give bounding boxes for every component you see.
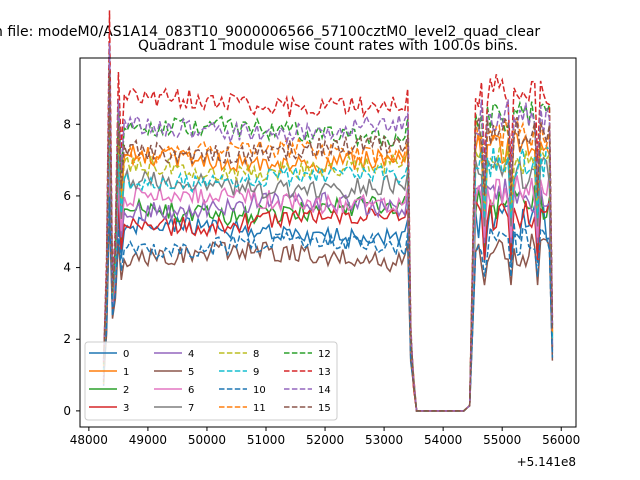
legend-label-5: 5 bbox=[188, 367, 194, 378]
y-tick-label: 8 bbox=[63, 117, 71, 131]
legend-label-13: 13 bbox=[318, 367, 331, 378]
x-tick-label: 51000 bbox=[247, 433, 285, 447]
series-line-5 bbox=[102, 210, 554, 412]
series-line-0 bbox=[102, 177, 554, 412]
series-line-11 bbox=[102, 75, 554, 412]
series-line-6 bbox=[102, 136, 554, 412]
series-line-15 bbox=[102, 70, 554, 412]
figure-suptitle: n file: modeM0/AS1A14_083T10_9000006566_… bbox=[0, 24, 540, 40]
y-tick-label: 2 bbox=[63, 332, 71, 346]
chart-title: Quadrant 1 module wise count rates with … bbox=[138, 38, 518, 54]
x-tick-label: 48000 bbox=[70, 433, 108, 447]
series-line-14 bbox=[102, 42, 554, 412]
x-tick-label: 55000 bbox=[483, 433, 521, 447]
plot-lines bbox=[102, 10, 554, 412]
axes-frame bbox=[79, 57, 577, 428]
series-line-8 bbox=[102, 94, 554, 412]
legend-box bbox=[84, 341, 338, 421]
legend-label-8: 8 bbox=[253, 349, 259, 360]
series-line-13 bbox=[102, 10, 554, 412]
y-tick-label: 6 bbox=[63, 189, 71, 203]
legend-label-4: 4 bbox=[188, 349, 194, 360]
series-line-9 bbox=[102, 108, 554, 412]
legend-label-14: 14 bbox=[318, 385, 331, 396]
x-tick-label: 56000 bbox=[542, 433, 580, 447]
x-axis: 48000 49000 50000 51000 52000 53000 54000 55000… bbox=[70, 427, 580, 447]
legend-label-12: 12 bbox=[318, 349, 331, 360]
x-tick-label: 53000 bbox=[365, 433, 403, 447]
x-offset-label: +5.141e8 bbox=[517, 455, 576, 469]
legend-label-11: 11 bbox=[253, 403, 266, 414]
x-tick-label: 52000 bbox=[306, 433, 344, 447]
legend-label-6: 6 bbox=[188, 385, 194, 396]
legend-label-15: 15 bbox=[318, 403, 331, 414]
y-tick-label: 4 bbox=[63, 261, 71, 275]
x-tick-label: 54000 bbox=[424, 433, 462, 447]
legend-label-9: 9 bbox=[253, 367, 259, 378]
legend-label-3: 3 bbox=[123, 403, 129, 414]
y-axis: 0 2 4 6 8 bbox=[63, 117, 80, 418]
x-tick-label: 50000 bbox=[188, 433, 226, 447]
legend-label-2: 2 bbox=[123, 385, 129, 396]
legend-label-10: 10 bbox=[253, 385, 266, 396]
x-tick-label: 49000 bbox=[129, 433, 167, 447]
legend-label-0: 0 bbox=[123, 349, 129, 360]
legend-label-1: 1 bbox=[123, 367, 129, 378]
legend-label-7: 7 bbox=[188, 403, 194, 414]
y-tick-label: 0 bbox=[63, 404, 71, 418]
series-line-2 bbox=[102, 150, 554, 412]
series-line-10 bbox=[102, 196, 554, 412]
series-line-3 bbox=[102, 163, 554, 412]
